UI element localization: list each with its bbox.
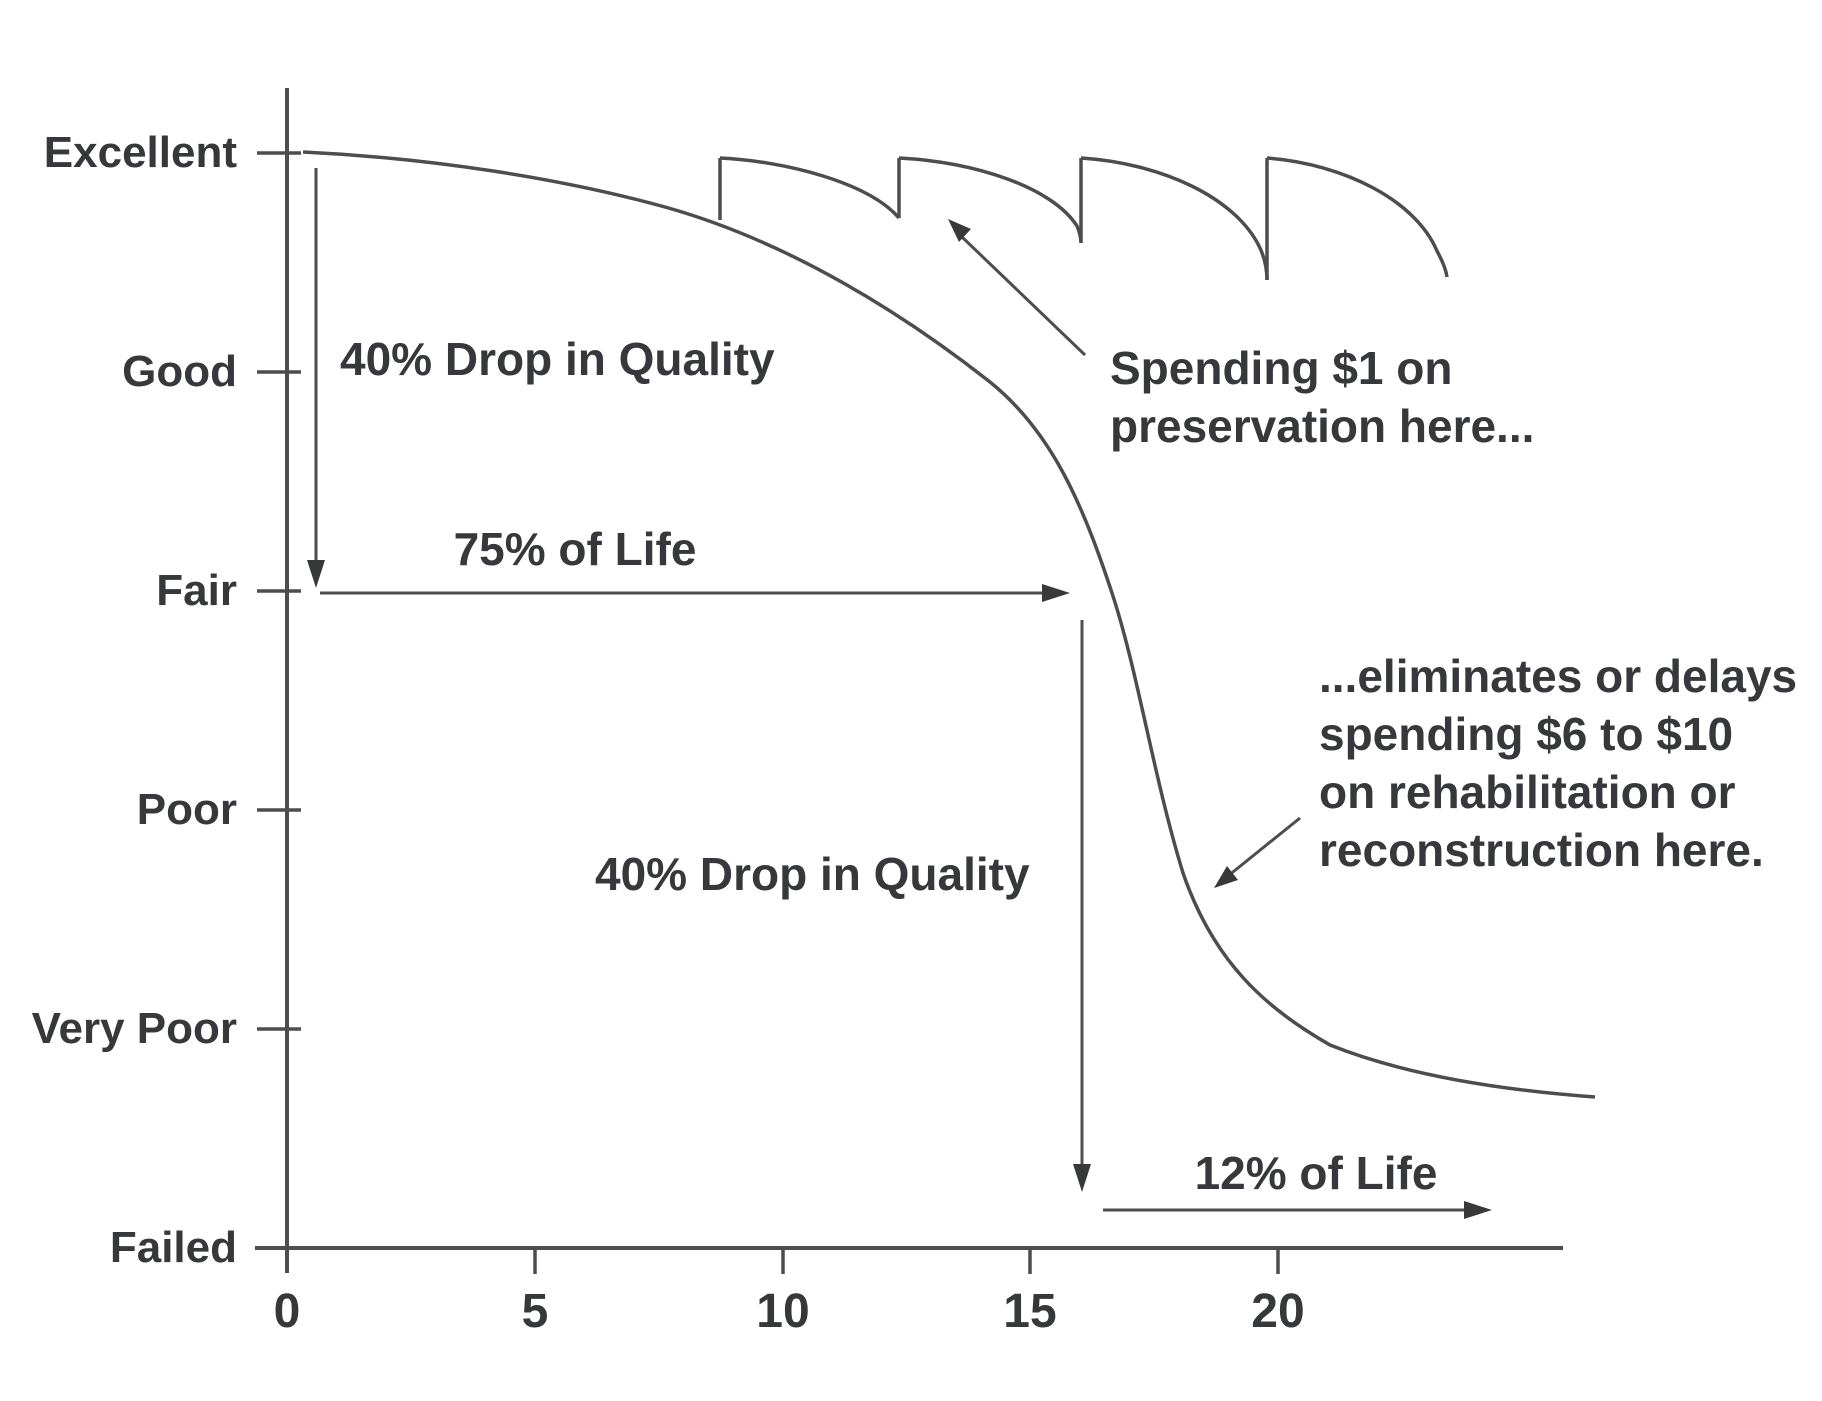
eliminates-arrowhead (1214, 866, 1238, 888)
annotation-drop-in-quality-2: 40% Drop in Quality (595, 848, 1030, 900)
preservation-decay-4 (1266, 156, 1449, 278)
life12-arrowhead (1464, 1201, 1492, 1219)
deterioration-curve (302, 150, 1596, 1099)
preservation-decay-1 (719, 156, 901, 220)
y-axis-label-good: Good (122, 347, 237, 396)
y-axis-label-excellent: Excellent (43, 128, 237, 177)
x-axis-ticks (533, 1248, 1280, 1274)
preservation-sawtooth-curves (718, 156, 1449, 281)
spending-arrow-line (960, 235, 1087, 357)
annotation-75-percent-of-life: 75% of Life (453, 523, 697, 575)
x-axis-label-15: 15 (1003, 1285, 1057, 1338)
y-axis-label-failed: Failed (109, 1223, 237, 1272)
life75-arrowhead (1042, 584, 1070, 602)
y-axis-label-very-poor: Very Poor (31, 1004, 237, 1053)
annotation-12-percent-of-life: 12% of Life (1194, 1147, 1438, 1199)
spending-arrowhead (948, 219, 971, 242)
eliminates-arrow-line (1227, 816, 1301, 878)
drop2-arrowhead (1073, 1164, 1091, 1192)
x-axis-label-20: 20 (1251, 1285, 1305, 1338)
x-axis-label-5: 5 (521, 1285, 549, 1338)
annotation-arrows (314, 168, 1468, 1212)
y-axis-label-fair: Fair (156, 566, 237, 615)
y-axis-label-poor: Poor (136, 785, 237, 834)
drop1-arrowhead (307, 560, 325, 588)
annotation-eliminates-or-delays: ...eliminates or delays spending $6 to $… (1319, 650, 1798, 876)
x-axis-label-10: 10 (756, 1285, 810, 1338)
arrowheads (307, 219, 1492, 1219)
y-axis-ticks (257, 151, 301, 1031)
preservation-decay-3 (1080, 156, 1269, 281)
x-axis-label-0: 0 (273, 1285, 301, 1338)
preservation-decay-2 (898, 156, 1083, 244)
annotation-drop-in-quality-1: 40% Drop in Quality (340, 333, 775, 385)
annotation-spending-on-preservation: Spending $1 on preservation here... (1110, 342, 1535, 452)
